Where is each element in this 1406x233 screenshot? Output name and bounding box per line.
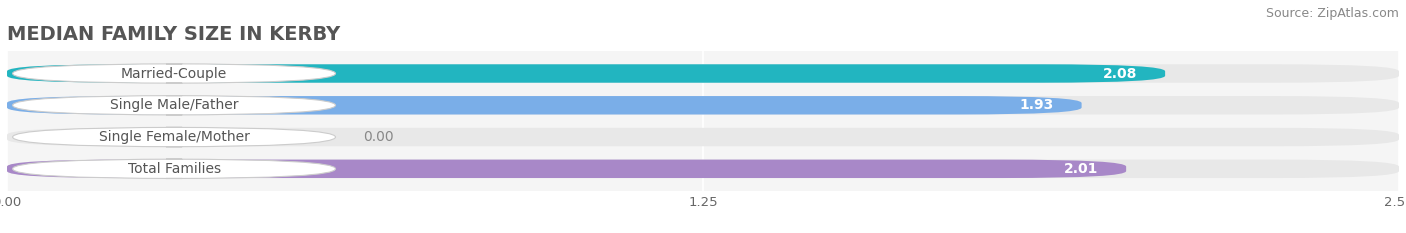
Text: 1.93: 1.93	[1019, 98, 1053, 112]
FancyBboxPatch shape	[13, 96, 336, 115]
FancyBboxPatch shape	[7, 64, 1399, 83]
FancyBboxPatch shape	[13, 64, 336, 83]
FancyBboxPatch shape	[7, 96, 1399, 114]
Text: Total Families: Total Families	[128, 162, 221, 176]
Text: 0.00: 0.00	[363, 130, 394, 144]
Text: Single Female/Mother: Single Female/Mother	[98, 130, 249, 144]
FancyBboxPatch shape	[7, 160, 1399, 178]
FancyBboxPatch shape	[13, 159, 336, 178]
Text: 2.08: 2.08	[1102, 66, 1137, 80]
Text: Single Male/Father: Single Male/Father	[110, 98, 238, 112]
FancyBboxPatch shape	[7, 160, 1126, 178]
FancyBboxPatch shape	[7, 64, 1166, 83]
FancyBboxPatch shape	[13, 127, 336, 147]
Text: MEDIAN FAMILY SIZE IN KERBY: MEDIAN FAMILY SIZE IN KERBY	[7, 25, 340, 44]
Text: Source: ZipAtlas.com: Source: ZipAtlas.com	[1265, 7, 1399, 20]
FancyBboxPatch shape	[7, 128, 1399, 146]
Text: 2.01: 2.01	[1064, 162, 1098, 176]
Text: Married-Couple: Married-Couple	[121, 66, 228, 80]
FancyBboxPatch shape	[7, 96, 1081, 114]
